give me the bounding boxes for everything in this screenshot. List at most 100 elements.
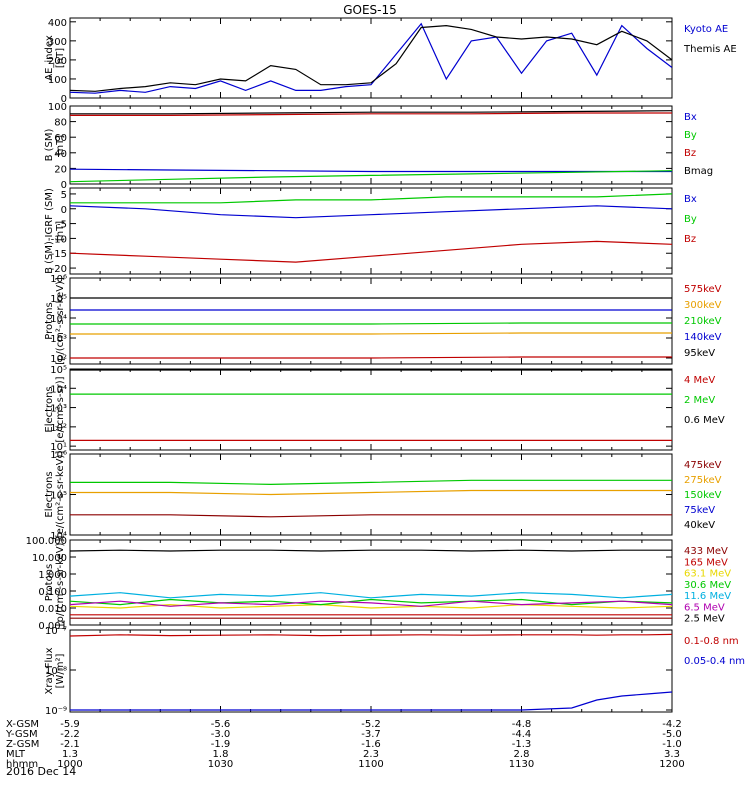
series-line: [70, 332, 672, 335]
y-tick-label: 60: [54, 133, 67, 144]
legend-entry: Bz: [684, 234, 696, 245]
legend-entry: 0.6 MeV: [684, 415, 725, 426]
legend-entry: 140keV: [684, 332, 722, 343]
panel-frame: [69, 277, 673, 365]
legend-entry: 165 MeV: [684, 557, 728, 568]
legend-entry: 11.6 MeV: [684, 591, 731, 602]
footer-value: 2.8: [514, 749, 530, 760]
legend-entry: 475keV: [684, 460, 722, 471]
series-line: [70, 549, 672, 552]
footer-value: -1.9: [211, 739, 231, 750]
footer-value: -1.3: [512, 739, 532, 750]
y-tick-label: 0.100: [38, 587, 67, 598]
y-axis-label: AE_index: [44, 35, 55, 81]
y-axis-unit: [W/m²]: [55, 653, 66, 688]
series-line: [70, 603, 672, 609]
series-line: [70, 598, 672, 606]
y-tick-label: -10: [51, 234, 67, 245]
y-tick-label: 10³: [50, 404, 67, 415]
series-line: [70, 170, 672, 183]
series-line: [70, 691, 672, 711]
footer-value: 1100: [358, 759, 383, 770]
y-tick-label: 10⁻⁹: [45, 706, 67, 717]
panel-frame: [69, 17, 673, 99]
footer-value: 1.3: [62, 749, 78, 760]
y-tick-label: 300: [48, 37, 67, 48]
legend-entry: 2 MeV: [684, 395, 715, 406]
legend-entry: Themis AE: [683, 44, 737, 55]
footer-value: 1200: [659, 759, 684, 770]
legend-entry: 30.6 MeV: [684, 580, 731, 591]
series-line: [70, 514, 672, 518]
legend-entry: 0.1-0.8 nm: [684, 636, 739, 647]
footer-row-label: Z-GSM: [6, 739, 39, 750]
y-axis-label: Protons: [44, 564, 55, 601]
footer-value: -5.6: [211, 719, 231, 730]
y-tick-label: 0.010: [38, 604, 67, 615]
panel-electrons1: 10¹ 10² 10³ 10⁴ 10⁵ Electrons [e/(cm²-s-sr)] 4 …: [44, 365, 725, 453]
y-axis-unit: [e/(cm²-s-sr)]: [55, 376, 66, 442]
legend-entry: 40keV: [684, 520, 715, 531]
footer-value: -4.2: [662, 719, 682, 730]
series-line: [70, 592, 672, 599]
series-line: [70, 356, 672, 359]
footer-value: -2.2: [60, 729, 80, 740]
y-tick-label: 0: [61, 180, 67, 191]
legend-entry: 300keV: [684, 300, 722, 311]
y-tick-label: 5: [61, 190, 67, 201]
panel-bigrf: -20 -15 -10 -5 0 5 B (SM)-IGRF (SM) [nT] Bx By Bz: [44, 187, 697, 275]
y-tick-label: 0.001: [38, 621, 67, 632]
y-tick-label: 100.000: [26, 536, 67, 547]
panel-frame: [69, 187, 673, 275]
y-tick-label: 80: [54, 118, 67, 129]
y-axis-label: Protons: [44, 302, 55, 339]
legend-entry: 0.05-0.4 nm: [684, 656, 745, 667]
y-axis-label: Xray Flux: [44, 647, 55, 694]
y-tick-label: 10³: [50, 334, 67, 345]
footer-value: -4.8: [512, 719, 532, 730]
y-tick-label: 10¹: [50, 442, 67, 453]
series-line: [70, 205, 672, 219]
y-tick-label: 10⁻⁸: [45, 666, 67, 677]
y-tick-label: 100: [48, 75, 67, 86]
y-tick-label: -15: [51, 249, 67, 260]
y-tick-label: 200: [48, 56, 67, 67]
y-axis-unit: [nT]: [55, 135, 66, 155]
legend-entry: By: [684, 214, 697, 225]
panel-frame: [69, 453, 673, 536]
series-line: [70, 110, 672, 115]
y-tick-label: 400: [48, 18, 67, 29]
panel-frame: [69, 539, 673, 626]
footer-axis-table: X-GSM -5.9 -5.6 -5.2 -4.8 -4.2 Y-GSM -2.2 -3.0 -3…: [5, 719, 685, 770]
panel-bsm: 0 20 40 60 80 100 B (SM) [nT] Bx By Bz Bmag: [44, 102, 713, 191]
y-axis-label: Electrons: [44, 471, 55, 517]
series-line: [70, 112, 672, 117]
footer-value: -5.0: [662, 729, 682, 740]
footer-value: -2.1: [60, 739, 80, 750]
y-tick-label: 10⁵: [50, 294, 67, 305]
y-axis-unit: [nT]: [55, 48, 66, 68]
y-axis-label: B (SM): [44, 128, 55, 161]
footer-value: 2.3: [363, 749, 379, 760]
y-tick-label: 0: [61, 205, 67, 216]
panel-xray: 10⁻⁹ 10⁻⁸ 10⁻⁷ Xray Flux [W/m²] 0.1-0.8 nm 0.0…: [44, 626, 745, 717]
legend-entry: 4 MeV: [684, 375, 715, 386]
y-tick-label: 20: [54, 164, 67, 175]
series-line: [70, 22, 672, 94]
legend-entry: 150keV: [684, 490, 722, 501]
series-line: [70, 489, 672, 496]
y-tick-label: 10⁴: [50, 531, 67, 542]
y-tick-label: -20: [51, 264, 67, 275]
y-axis-unit: [e/(cm²-s-sr-keV)]: [55, 451, 66, 539]
series-line: [70, 479, 672, 486]
series-line: [70, 600, 672, 607]
panel-protons2: 0.001 0.010 0.100 1.000 10.000 100.000 Protons…: [26, 536, 732, 632]
legend-entry: 75keV: [684, 505, 715, 516]
legend-entry: 2.5 MeV: [684, 614, 725, 625]
footer-value: 1030: [208, 759, 233, 770]
legend-entry: Bx: [684, 194, 697, 205]
footer-value: -5.9: [60, 719, 80, 730]
y-tick-label: 100: [48, 102, 67, 113]
footer-value: 3.3: [664, 749, 680, 760]
